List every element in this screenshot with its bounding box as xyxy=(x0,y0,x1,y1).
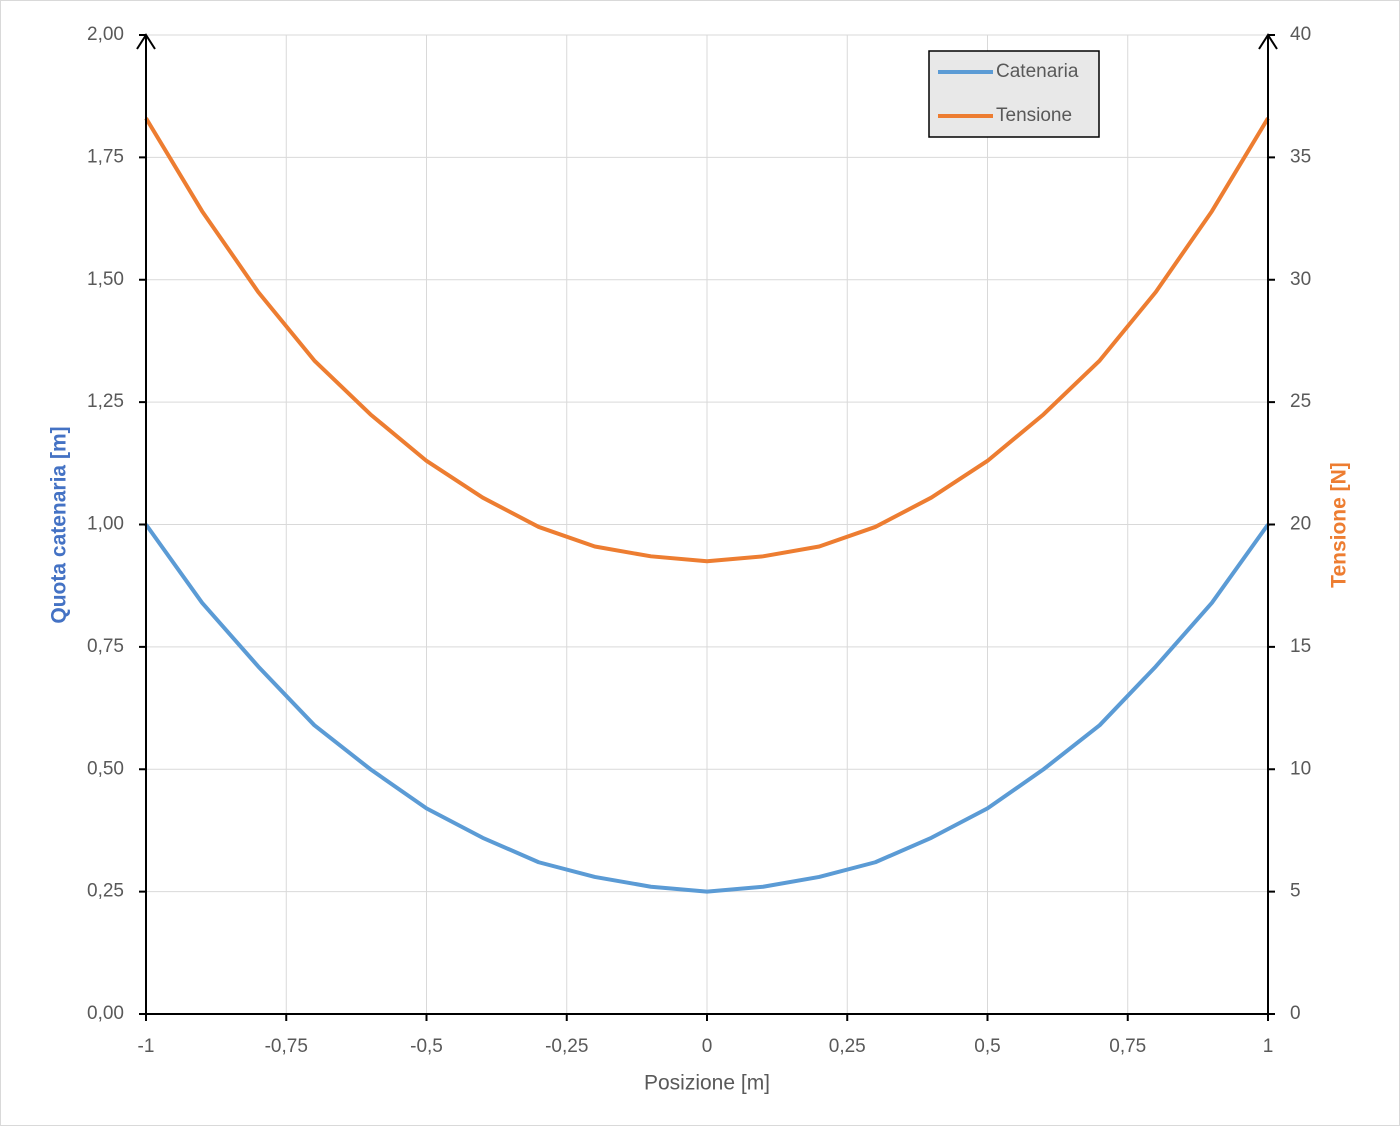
y-tick-label: 2,00 xyxy=(87,24,124,45)
y-tick-label: 1,00 xyxy=(87,514,124,535)
legend: Catenaria Tensione xyxy=(928,50,1100,138)
y-tick-label: 0,25 xyxy=(87,881,124,902)
x-tick-label: -1 xyxy=(138,1036,155,1057)
y-tick-label: 1,25 xyxy=(87,391,124,412)
y2-tick-label: 30 xyxy=(1290,269,1311,290)
y2-tick-label: 15 xyxy=(1290,636,1311,657)
axis-arrow xyxy=(136,33,156,50)
y-tick-label: 1,75 xyxy=(87,146,124,167)
legend-box xyxy=(928,50,1100,138)
y2-tick-label: 5 xyxy=(1290,881,1301,902)
y-axis-title: Quota catenaria [m] xyxy=(48,426,71,623)
plot xyxy=(144,117,1270,894)
legend-label: Catenaria xyxy=(996,61,1079,82)
legend-label: Tensione xyxy=(996,105,1072,126)
x-tick-label: -0,5 xyxy=(410,1036,443,1057)
grid xyxy=(145,34,1269,1015)
y2-tick-label: 10 xyxy=(1290,758,1311,779)
line-series xyxy=(144,523,1270,894)
y-tick-label: 0,00 xyxy=(87,1003,124,1024)
y2-tick-label: 0 xyxy=(1290,1003,1301,1024)
y2-tick-label: 40 xyxy=(1290,24,1311,45)
x-axis-title: Posizione [m] xyxy=(644,1072,770,1095)
y-tick-label: 1,50 xyxy=(87,269,124,290)
y-tick-label: 0,50 xyxy=(87,758,124,779)
x-tick-label: 0,5 xyxy=(974,1036,1000,1057)
y2-tick-label: 20 xyxy=(1290,514,1311,535)
y-tick-label: 0,75 xyxy=(87,636,124,657)
y2-tick-label: 25 xyxy=(1290,391,1311,412)
x-tick-label: -0,25 xyxy=(545,1036,588,1057)
y2-tick-label: 35 xyxy=(1290,146,1311,167)
line-series xyxy=(144,117,1270,564)
axis-arrow xyxy=(1258,33,1278,50)
x-tick-label: 0 xyxy=(702,1036,713,1057)
x-tick-label: 0,75 xyxy=(1109,1036,1146,1057)
x-tick-label: 1 xyxy=(1263,1036,1274,1057)
x-tick-label: 0,25 xyxy=(829,1036,866,1057)
y2-axis-title: Tensione [N] xyxy=(1328,462,1351,588)
x-tick-label: -0,75 xyxy=(265,1036,308,1057)
